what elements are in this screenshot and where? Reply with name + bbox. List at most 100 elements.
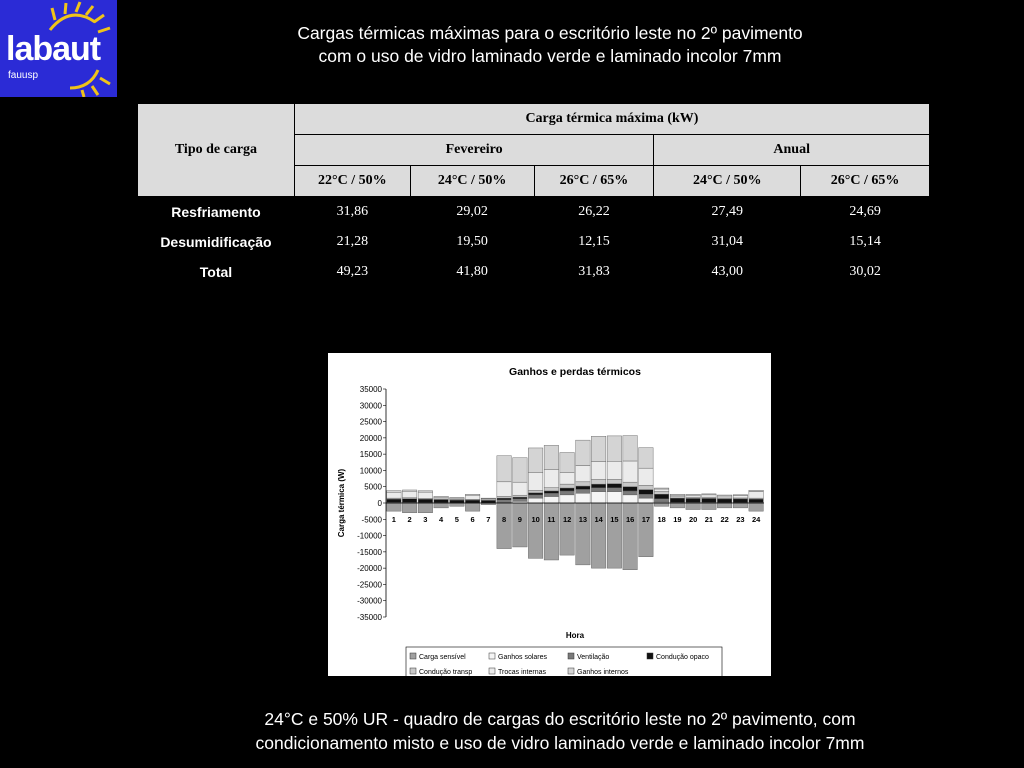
bar-segment	[386, 490, 402, 493]
x-tick-label: 4	[439, 515, 444, 524]
bar-segment	[685, 502, 701, 510]
bar-segment	[528, 490, 544, 494]
bar-segment	[543, 496, 559, 504]
bar-segment	[559, 494, 575, 504]
column-header: 22°C / 50%	[293, 165, 411, 197]
legend-label: Condução transp	[419, 669, 472, 676]
bar-segment	[528, 494, 544, 499]
column-header: 26°C / 65%	[800, 165, 930, 197]
y-tick-label: -35000	[357, 613, 382, 622]
bar-segment	[480, 497, 496, 499]
bar-segment	[606, 461, 622, 480]
bar-segment	[528, 447, 544, 473]
bar-segment	[717, 498, 733, 503]
legend-swatch	[409, 652, 417, 660]
bar-segment	[606, 502, 622, 569]
legend-swatch	[646, 652, 654, 660]
table-cell: 31,83	[578, 264, 610, 279]
bar-segment	[622, 481, 638, 487]
bar-segment	[638, 502, 654, 557]
x-tick-label: 14	[594, 515, 603, 524]
bar-segment	[701, 493, 717, 496]
sun-logo-icon	[48, 1, 111, 97]
x-tick-label: 24	[752, 515, 761, 524]
row-label: Resfriamento	[171, 204, 261, 220]
x-tick-label: 22	[720, 515, 728, 524]
bar-segment	[591, 487, 607, 492]
y-axis-label: Carga térmica (W)	[337, 468, 346, 537]
row-header: Tipo de carga	[137, 103, 295, 197]
bar-segment	[654, 488, 670, 492]
bar-segment	[512, 481, 528, 496]
bar-segment	[638, 467, 654, 486]
group-header-fevereiro: Fevereiro	[293, 134, 655, 166]
bar-segment	[433, 502, 449, 509]
bar-segment	[717, 495, 733, 499]
bar-segment	[606, 435, 622, 462]
thermal-loads-table: Tipo de carga Carga térmica máxima (kW) …	[137, 103, 931, 287]
bar-segment	[606, 491, 622, 504]
table-cell: 15,14	[849, 234, 881, 249]
bar-segment	[701, 502, 717, 510]
bar-segment	[575, 485, 591, 490]
bar-segment	[512, 457, 528, 483]
main-header: Carga térmica máxima (kW)	[293, 103, 931, 135]
bar-segment	[669, 494, 685, 496]
bar-segment	[685, 494, 701, 498]
bar-segment	[543, 490, 559, 494]
bar-segment	[386, 498, 402, 503]
legend-swatch	[567, 652, 575, 660]
bar-segment	[622, 435, 638, 462]
x-tick-label: 23	[736, 515, 744, 524]
legend-label: Ganhos solares	[498, 654, 548, 661]
bar-segment	[543, 469, 559, 488]
table-row: Desumidificação 21,28 19,50 12,15 31,04 …	[138, 227, 930, 257]
bar-segment	[417, 499, 433, 503]
bar-segment	[591, 491, 607, 504]
bar-segment	[496, 481, 512, 497]
x-tick-label: 2	[408, 515, 412, 524]
row-label: Desumidificação	[160, 234, 272, 250]
legend-label: Ventilação	[577, 654, 609, 661]
table-cell: 29,02	[456, 204, 488, 219]
bar-segment	[685, 494, 701, 496]
table-cell: 27,49	[711, 204, 744, 219]
bar-segment	[575, 489, 591, 494]
chart-container: Ganhos e perdas térmicos -35000 -30000 -250…	[328, 353, 771, 678]
bar-segment	[402, 502, 418, 513]
caption-line-1: 24°C e 50% UR - quadro de cargas do escr…	[264, 709, 856, 729]
bar-segment	[402, 498, 418, 503]
bar-segment	[417, 490, 433, 493]
bar-segment	[622, 486, 638, 492]
bar-segment	[543, 502, 559, 561]
legend-label: Carga sensível	[419, 654, 466, 661]
x-tick-label: 9	[518, 515, 522, 524]
legend-swatch	[567, 667, 575, 675]
bar-segment	[543, 487, 559, 492]
table-row: Total 49,23 41,80 31,83 43,00 30,02	[138, 257, 930, 287]
bar-segment	[654, 487, 670, 490]
chart-title: Ganhos e perdas térmicos	[509, 366, 641, 378]
bar-segment	[465, 494, 481, 500]
y-tick-label: 15000	[360, 450, 383, 459]
bar-segment	[701, 498, 717, 503]
y-tick-label: -30000	[357, 597, 382, 606]
labaut-logo: labaut fauusp	[0, 0, 117, 97]
legend-box	[405, 646, 723, 678]
bar-segment	[606, 487, 622, 492]
legend-label: Condução opaco	[656, 654, 709, 661]
bar-segment	[543, 445, 559, 470]
bar-segment	[496, 502, 512, 549]
bar-segment	[575, 493, 591, 504]
bar-segment	[622, 502, 638, 570]
table-cell: 31,86	[336, 204, 369, 219]
x-tick-label: 10	[531, 515, 539, 524]
bar-segment	[575, 465, 591, 483]
y-tick-label: 0	[378, 499, 383, 508]
x-axis-label: Hora	[566, 631, 585, 640]
column-header: 26°C / 65%	[533, 165, 655, 197]
table-cell: 43,00	[711, 264, 744, 279]
stacked-bar-chart: Ganhos e perdas térmicos -35000 -30000 -250…	[337, 366, 764, 678]
bar-segment	[559, 502, 575, 556]
bar-segment	[417, 502, 433, 513]
